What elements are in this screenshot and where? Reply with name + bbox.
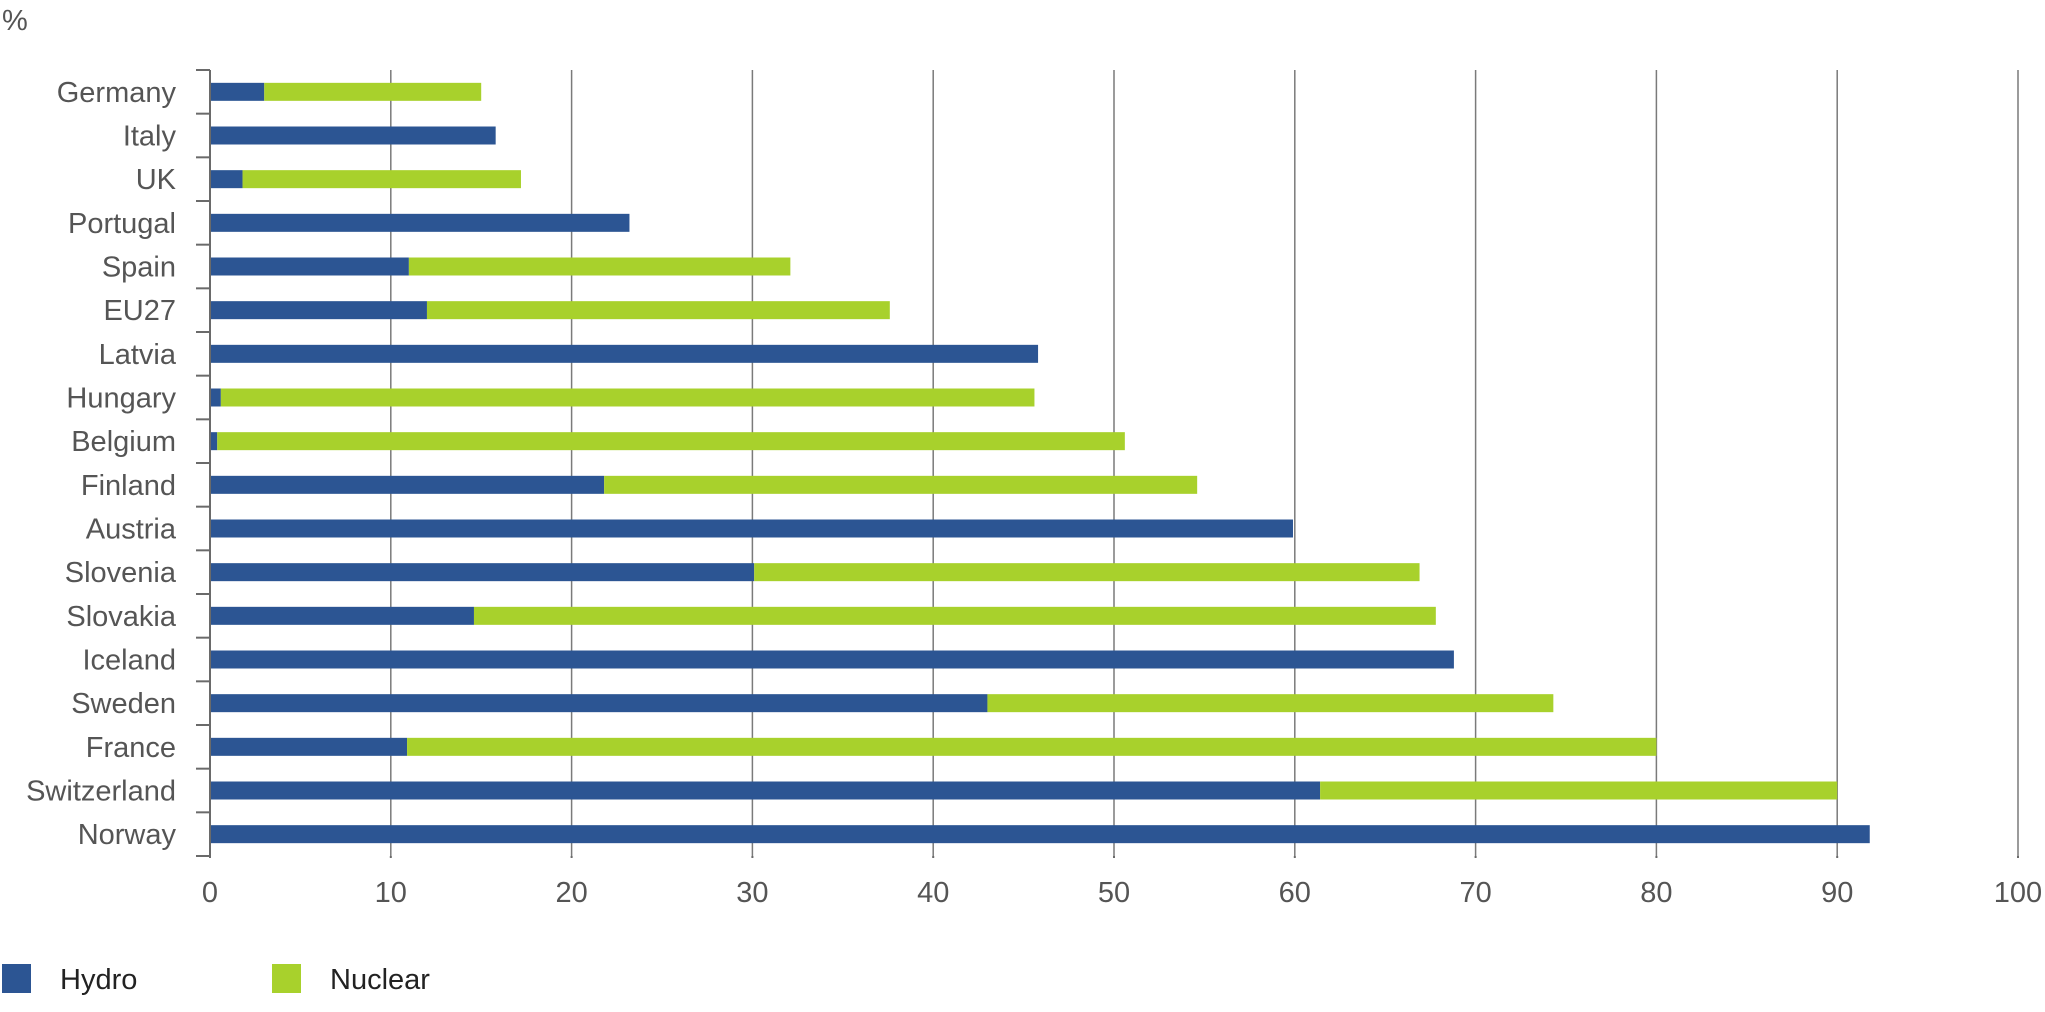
x-tick-labels: 0 10 20 30 40 50 60 70 80 90 100 — [202, 877, 2042, 909]
bar-hydro-norway — [210, 825, 1870, 844]
legend-swatch-hydro — [2, 964, 31, 993]
x-tick-label-20: 20 — [555, 877, 587, 909]
country-label-france: France — [86, 732, 176, 764]
x-tick-label-60: 60 — [1279, 877, 1311, 909]
bar-hydro-hungary — [210, 388, 221, 407]
bar-hydro-austria — [210, 519, 1293, 538]
bar-nuclear-sweden — [987, 694, 1554, 713]
country-label-uk: UK — [136, 164, 177, 196]
bar-nuclear-hungary — [220, 388, 1035, 407]
x-tick-label-10: 10 — [375, 877, 407, 909]
bar-hydro-eu27 — [210, 301, 427, 320]
country-label-iceland: Iceland — [82, 645, 176, 677]
x-tick-label-40: 40 — [917, 877, 949, 909]
country-label-norway: Norway — [78, 819, 177, 851]
bar-hydro-switzerland — [210, 781, 1321, 800]
x-tick-label-100: 100 — [1994, 877, 2042, 909]
country-label-portugal: Portugal — [68, 208, 176, 240]
x-tick-label-50: 50 — [1098, 877, 1130, 909]
bar-nuclear-slovakia — [473, 606, 1436, 625]
bar-hydro-france — [210, 737, 408, 756]
bar-hydro-sweden — [210, 694, 988, 713]
bar-hydro-belgium — [210, 432, 218, 451]
x-tick-label-80: 80 — [1640, 877, 1672, 909]
bar-nuclear-finland — [604, 475, 1198, 494]
bar-nuclear-uk — [242, 170, 521, 189]
x-tick-label-0: 0 — [202, 877, 218, 909]
legend-label-nuclear: Nuclear — [330, 964, 430, 996]
legend-swatch-nuclear — [272, 964, 301, 993]
bar-hydro-portugal — [210, 213, 630, 232]
y-unit-label: % — [2, 5, 28, 37]
axes — [196, 69, 2019, 858]
bar-nuclear-belgium — [217, 432, 1125, 451]
bar-hydro-latvia — [210, 344, 1039, 363]
x-tick-label-90: 90 — [1821, 877, 1853, 909]
country-label-slovenia: Slovenia — [65, 557, 177, 589]
country-label-italy: Italy — [123, 121, 177, 153]
country-label-belgium: Belgium — [71, 426, 176, 458]
bar-nuclear-france — [407, 737, 1657, 756]
x-tick-label-70: 70 — [1459, 877, 1491, 909]
bar-hydro-slovakia — [210, 606, 474, 625]
country-label-latvia: Latvia — [99, 339, 177, 371]
bar-hydro-uk — [210, 170, 243, 189]
bar-nuclear-germany — [264, 82, 482, 101]
bar-nuclear-slovenia — [754, 563, 1420, 582]
country-labels: Germany Italy UK Portugal Spain EU27 Latvia Hun… — [26, 77, 177, 851]
bar-hydro-iceland — [210, 650, 1454, 669]
legend-label-hydro: Hydro — [60, 964, 137, 996]
country-label-spain: Spain — [102, 252, 176, 284]
country-label-hungary: Hungary — [66, 383, 176, 415]
country-label-eu27: EU27 — [103, 295, 176, 327]
bar-hydro-finland — [210, 475, 605, 494]
country-label-switzerland: Switzerland — [26, 776, 176, 808]
grid-lines — [390, 70, 2019, 856]
bar-hydro-germany — [210, 82, 265, 101]
bar-hydro-italy — [210, 126, 496, 145]
bars — [210, 82, 1870, 844]
country-label-austria: Austria — [86, 514, 177, 546]
legend: Hydro Nuclear — [2, 964, 430, 996]
bar-nuclear-spain — [408, 257, 791, 276]
country-label-sweden: Sweden — [71, 688, 176, 720]
x-tick-label-30: 30 — [736, 877, 768, 909]
bar-nuclear-eu27 — [426, 301, 890, 320]
bar-hydro-slovenia — [210, 563, 755, 582]
bar-nuclear-switzerland — [1320, 781, 1838, 800]
country-label-slovakia: Slovakia — [66, 601, 176, 633]
bar-hydro-spain — [210, 257, 409, 276]
country-label-germany: Germany — [57, 77, 177, 109]
country-label-finland: Finland — [81, 470, 176, 502]
